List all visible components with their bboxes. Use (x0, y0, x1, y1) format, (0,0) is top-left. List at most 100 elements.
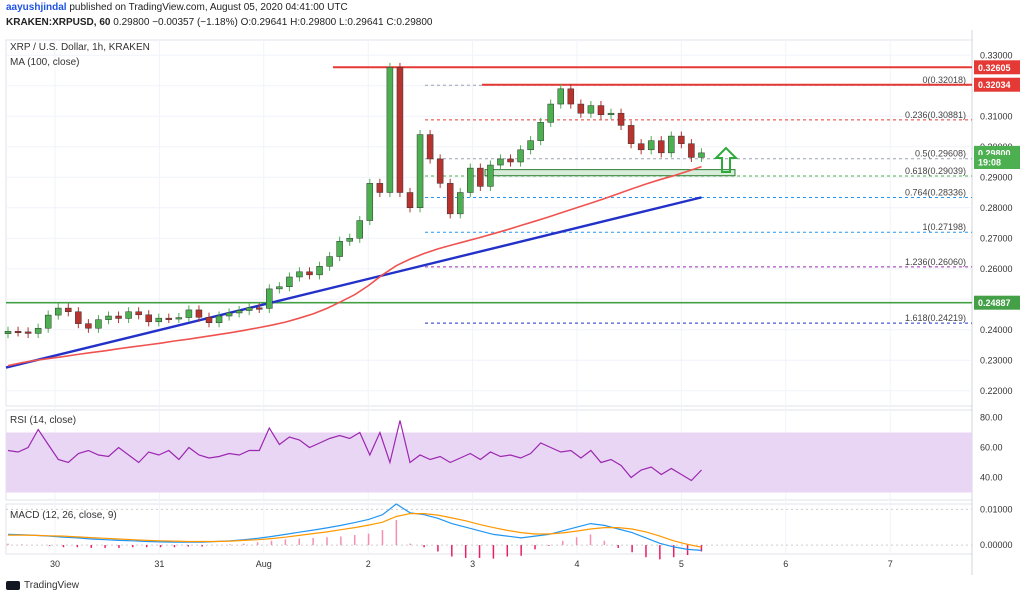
close-value: 0.29800 (396, 17, 433, 28)
candle-body (396, 67, 404, 193)
x-tick-label: 6 (783, 559, 788, 569)
candle-body (507, 158, 514, 163)
candle-body (75, 311, 82, 324)
candle-body (115, 315, 122, 319)
candle-body (286, 276, 293, 287)
price-chart[interactable]: 0.330000.320000.310000.300000.290000.280… (0, 30, 1024, 575)
candle-body (316, 266, 323, 276)
high-label: H: (290, 17, 301, 28)
candle-body (85, 323, 92, 329)
candle-body (175, 317, 183, 320)
candle-body (386, 67, 394, 193)
tradingview-logo-icon (6, 581, 20, 590)
candle-body (406, 192, 414, 208)
symbol-label: KRAKEN:XRPUSD, 60 (6, 17, 111, 28)
fib-level-label: 1.618(0.24219) (905, 313, 966, 323)
tradingview-logo[interactable]: TradingView (6, 580, 79, 591)
candle-body (336, 241, 343, 257)
candle-body (567, 88, 575, 105)
x-tick-label: 3 (470, 559, 475, 569)
candle-body (326, 256, 333, 267)
ma-legend: MA (100, close) (10, 57, 80, 68)
candle-body (487, 164, 494, 187)
price-badge-label: 0.32605 (978, 63, 1011, 73)
high-value: 0.29800 (300, 17, 337, 28)
candle-body (356, 220, 363, 239)
candle-body (497, 158, 504, 166)
published-text: published on TradingView.com, August 05,… (69, 2, 348, 13)
candle-body (4, 331, 12, 334)
price-badge (974, 60, 1020, 75)
candle-body (637, 143, 645, 151)
candle-body (346, 238, 353, 242)
candle-body (34, 327, 42, 334)
candle-body (105, 315, 112, 320)
candle-body (235, 310, 243, 314)
close-label: C: (386, 17, 397, 28)
price-badge-label: 0.32034 (978, 80, 1011, 90)
y-tick-label: 0.28000 (980, 203, 1013, 213)
candle-body (537, 122, 544, 141)
candle-body (65, 307, 72, 313)
candle-body (477, 167, 484, 187)
rsi-line (7, 420, 702, 482)
price-badge (974, 155, 1020, 169)
candle-body (266, 288, 273, 309)
candle-body (627, 125, 635, 144)
x-tick-label: 31 (154, 559, 164, 569)
candle-body (225, 312, 233, 317)
candle-body (527, 140, 534, 151)
rsi-tick-label: 40.00 (980, 473, 1003, 483)
candle-body (55, 307, 62, 316)
last-price: 0.29800 (113, 17, 150, 28)
candle-body (125, 311, 132, 319)
fib-level-label: 0(0.32018) (922, 75, 966, 85)
candle-body (95, 319, 102, 329)
candle-body (145, 314, 152, 323)
x-tick-label: 30 (50, 559, 60, 569)
candle-body (135, 311, 142, 316)
candle-body (245, 307, 253, 311)
candle-body (547, 103, 554, 123)
y-tick-label: 0.29000 (980, 172, 1013, 182)
candle-body (446, 183, 454, 215)
candle-body (256, 307, 263, 310)
low-value: 0.29641 (347, 17, 384, 28)
y-tick-label: 0.31000 (980, 111, 1013, 121)
price-badge (974, 295, 1020, 310)
open-value: 0.29641 (251, 17, 288, 28)
candle-body (517, 149, 524, 163)
fib-level-label: 0.5(0.29608) (915, 149, 966, 159)
x-tick-label: Aug (256, 559, 272, 569)
x-tick-label: 2 (366, 559, 371, 569)
candle-body (457, 192, 464, 215)
candle-body (14, 331, 22, 334)
candle-body (426, 134, 434, 160)
candle-body (678, 135, 685, 144)
y-tick-label: 0.27000 (980, 233, 1013, 243)
candle-body (436, 158, 444, 184)
x-tick-label: 7 (888, 559, 893, 569)
candle-body (607, 112, 615, 115)
macd-tick-label: 0.00000 (980, 540, 1013, 550)
x-tick-label: 4 (574, 559, 579, 569)
open-label: O: (240, 17, 252, 28)
chart-title: XRP / U.S. Dollar, 1h, KRAKEN (10, 42, 150, 53)
author-name[interactable]: aayushjindal (6, 2, 67, 13)
candle-body (366, 183, 374, 221)
macd-signal-line (8, 513, 702, 548)
candle-body (185, 309, 193, 318)
candle-body (44, 314, 52, 329)
price-badge-label: 0.24887 (978, 298, 1011, 308)
price-badge-label: 0.29800 (978, 148, 1011, 158)
candle-body (597, 105, 605, 115)
fib-level-label: 0.618(0.29039) (905, 166, 966, 176)
candle-body (165, 317, 173, 320)
candle-body (416, 134, 424, 208)
up-arrow-icon (713, 146, 739, 173)
candle-body (276, 286, 283, 290)
symbol-quote-line: KRAKEN:XRPUSD, 60 0.29800 −0.00357 (−1.1… (6, 17, 432, 28)
fib-level-label: 1.236(0.26060) (905, 257, 966, 267)
support-zone-box (484, 169, 736, 177)
fib-level-label: 1(0.27198) (922, 222, 966, 232)
